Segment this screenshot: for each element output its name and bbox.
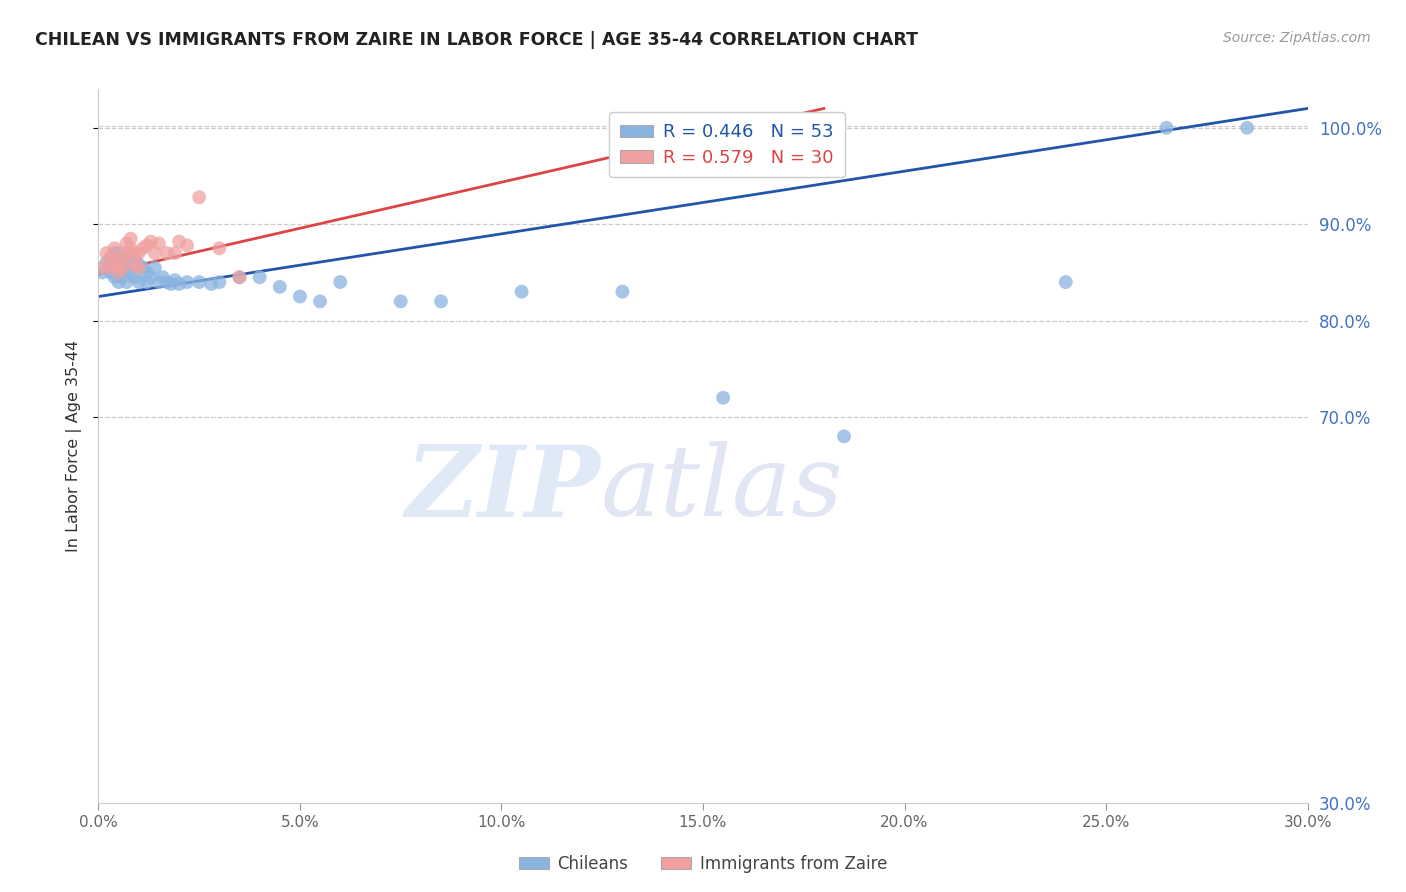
- Point: [111, 251, 134, 265]
- Point: [91, 260, 114, 275]
- Point: [143, 246, 166, 260]
- Point: [124, 251, 146, 265]
- Legend: R = 0.446   N = 53, R = 0.579   N = 30: R = 0.446 N = 53, R = 0.579 N = 30: [609, 112, 845, 178]
- Y-axis label: In Labor Force | Age 35-44: In Labor Force | Age 35-44: [66, 340, 83, 552]
- Point: [128, 260, 150, 275]
- Point: [115, 260, 138, 275]
- Point: [135, 238, 157, 252]
- Point: [107, 256, 129, 270]
- Point: [107, 258, 129, 272]
- Point: [176, 238, 198, 252]
- Point: [249, 270, 271, 285]
- Point: [208, 241, 231, 255]
- Point: [1054, 275, 1077, 289]
- Point: [120, 241, 142, 255]
- Point: [115, 246, 138, 260]
- Point: [124, 270, 146, 285]
- Point: [107, 265, 129, 279]
- Point: [96, 246, 118, 260]
- Point: [188, 275, 211, 289]
- Point: [1236, 120, 1258, 135]
- Point: [124, 246, 146, 260]
- Point: [96, 256, 118, 270]
- Point: [135, 275, 157, 289]
- Text: ZIP: ZIP: [405, 441, 600, 537]
- Point: [132, 241, 155, 255]
- Point: [103, 270, 125, 285]
- Point: [100, 251, 122, 265]
- Point: [103, 246, 125, 260]
- Text: atlas: atlas: [600, 442, 844, 536]
- Point: [107, 275, 129, 289]
- Point: [132, 260, 155, 275]
- Point: [107, 246, 129, 260]
- Point: [711, 391, 734, 405]
- Point: [128, 258, 150, 272]
- Point: [208, 275, 231, 289]
- Text: Source: ZipAtlas.com: Source: ZipAtlas.com: [1223, 31, 1371, 45]
- Point: [156, 275, 179, 289]
- Point: [135, 265, 157, 279]
- Point: [156, 246, 179, 260]
- Point: [430, 294, 453, 309]
- Point: [612, 285, 634, 299]
- Point: [120, 256, 142, 270]
- Point: [510, 285, 533, 299]
- Point: [389, 294, 412, 309]
- Point: [163, 246, 186, 260]
- Point: [139, 235, 162, 249]
- Point: [228, 270, 250, 285]
- Point: [120, 265, 142, 279]
- Point: [329, 275, 352, 289]
- Point: [91, 265, 114, 279]
- Point: [128, 246, 150, 260]
- Point: [167, 277, 190, 291]
- Point: [100, 251, 122, 265]
- Point: [111, 260, 134, 275]
- Point: [143, 260, 166, 275]
- Point: [128, 275, 150, 289]
- Point: [200, 277, 222, 291]
- Point: [309, 294, 332, 309]
- Point: [167, 235, 190, 249]
- Point: [139, 270, 162, 285]
- Legend: Chileans, Immigrants from Zaire: Chileans, Immigrants from Zaire: [512, 848, 894, 880]
- Point: [160, 277, 183, 291]
- Text: CHILEAN VS IMMIGRANTS FROM ZAIRE IN LABOR FORCE | AGE 35-44 CORRELATION CHART: CHILEAN VS IMMIGRANTS FROM ZAIRE IN LABO…: [35, 31, 918, 49]
- Point: [176, 275, 198, 289]
- Point: [103, 241, 125, 255]
- Point: [120, 232, 142, 246]
- Point: [124, 258, 146, 272]
- Point: [228, 270, 250, 285]
- Point: [115, 236, 138, 251]
- Point: [115, 251, 138, 265]
- Point: [152, 270, 174, 285]
- Point: [103, 260, 125, 275]
- Point: [1156, 120, 1178, 135]
- Point: [115, 275, 138, 289]
- Point: [107, 265, 129, 279]
- Point: [163, 273, 186, 287]
- Point: [111, 260, 134, 275]
- Point: [148, 275, 170, 289]
- Point: [111, 270, 134, 285]
- Point: [188, 190, 211, 204]
- Point: [100, 260, 122, 275]
- Point: [100, 265, 122, 279]
- Point: [103, 256, 125, 270]
- Point: [148, 236, 170, 251]
- Point: [111, 256, 134, 270]
- Point: [269, 280, 291, 294]
- Point: [832, 429, 855, 443]
- Point: [288, 289, 311, 303]
